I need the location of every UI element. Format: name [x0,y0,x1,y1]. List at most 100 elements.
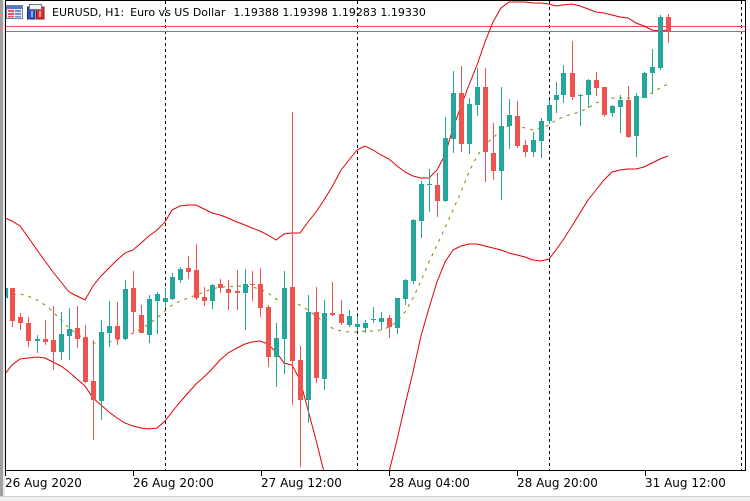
bullish-candle [578,94,583,126]
bullish-candle [658,15,663,70]
bullish-candle [322,300,327,390]
bearish-candle [602,87,607,117]
bullish-candle [35,335,40,353]
bearish-candle [330,282,335,316]
window-left-edge-inner [3,0,5,500]
bullish-candle [507,99,512,149]
bullish-candle [123,280,128,340]
bullish-candle [467,98,472,154]
bullish-candle [395,298,400,334]
bearish-candle [314,287,319,383]
bullish-candle [634,93,639,157]
window-left-edge [0,0,3,500]
bullish-candle [163,288,168,308]
bearish-candle [250,271,255,301]
bullish-candle [147,295,152,343]
bullish-candle [642,72,647,98]
bearish-candle [523,140,528,157]
bullish-candle [155,292,160,334]
bearish-candle [75,306,80,348]
bearish-candle [339,300,344,325]
bullish-candle [561,65,566,103]
bullish-candle [67,308,72,360]
bullish-candle [210,284,215,309]
bullish-candle [403,279,408,305]
bullish-candle [99,320,104,420]
time-axis-label: 26 Aug 2020 [5,476,82,490]
bollinger-lower-band [388,155,669,471]
bullish-candle [6,288,8,298]
bearish-candle [226,280,231,310]
bearish-candle [570,41,575,100]
bearish-candle [626,86,631,138]
bearish-candle [459,66,464,152]
bearish-candle [115,302,120,345]
bearish-candle [290,112,295,405]
bullish-candle [443,117,448,202]
bearish-candle [43,320,48,345]
chart-header: EURUSD, H1: Euro vs US Dollar 1.19388 1.… [6,3,426,21]
bullish-candle [379,312,384,330]
bearish-candle [83,325,88,383]
bollinger-upper-band [6,1,669,301]
bearish-candle [483,68,488,182]
bullish-candle [650,49,655,94]
time-axis-label: 28 Aug 04:00 [389,476,470,490]
bearish-candle [202,287,207,306]
bearish-candle [387,315,392,338]
bullish-candle [539,118,544,158]
bearish-candle [186,256,191,279]
bearish-candle [194,244,199,300]
bullish-candle [427,169,432,212]
bullish-candle [107,301,112,347]
bearish-candle [666,14,671,43]
bearish-candle [298,346,303,467]
ohlc-values: 1.19388 1.19398 1.19283 1.19330 [233,5,426,19]
bullish-candle [274,323,279,387]
plot-area-border [5,0,746,471]
data-window-icon[interactable] [27,4,45,20]
bullish-candle [554,82,559,113]
bullish-candle [451,71,456,153]
bearish-candle [10,288,15,327]
bearish-candle [235,270,240,310]
bullish-candle [618,95,623,133]
bearish-candle [26,317,31,347]
bullish-candle [282,271,287,374]
bullish-candle [586,79,591,108]
bullish-candle [178,267,183,283]
bearish-candle [594,72,599,96]
bullish-candle [243,269,248,330]
bullish-candle [306,295,311,423]
bearish-candle [218,279,223,293]
bullish-candle [371,307,376,323]
plot-top-border [5,0,746,1]
time-axis-label: 28 Aug 20:00 [517,476,598,490]
bullish-candle [355,316,360,331]
bullish-candle [419,181,424,238]
bullish-candle [170,273,175,300]
bullish-candle [610,105,615,117]
chart-window-icon[interactable] [6,4,24,20]
bearish-candle [435,173,440,217]
bearish-candle [18,313,23,330]
time-axis-label: 26 Aug 20:00 [133,476,214,490]
time-axis-label: 31 Aug 12:00 [645,476,726,490]
bearish-candle [51,306,56,370]
bearish-candle [515,101,520,148]
symbol-description: Euro vs US Dollar [130,5,226,19]
bullish-candle [499,87,504,200]
bullish-candle [531,132,536,157]
bullish-candle [547,100,552,124]
time-axis-label: 27 Aug 12:00 [261,476,342,490]
window-bottom-edge [0,496,750,501]
bullish-candle [363,320,368,333]
bearish-candle [91,340,96,440]
bullish-candle [347,310,352,327]
symbol-timeframe: EURUSD, H1: [52,5,125,19]
bearish-candle [258,268,263,317]
bearish-candle [491,123,496,180]
bearish-candle [266,305,271,367]
